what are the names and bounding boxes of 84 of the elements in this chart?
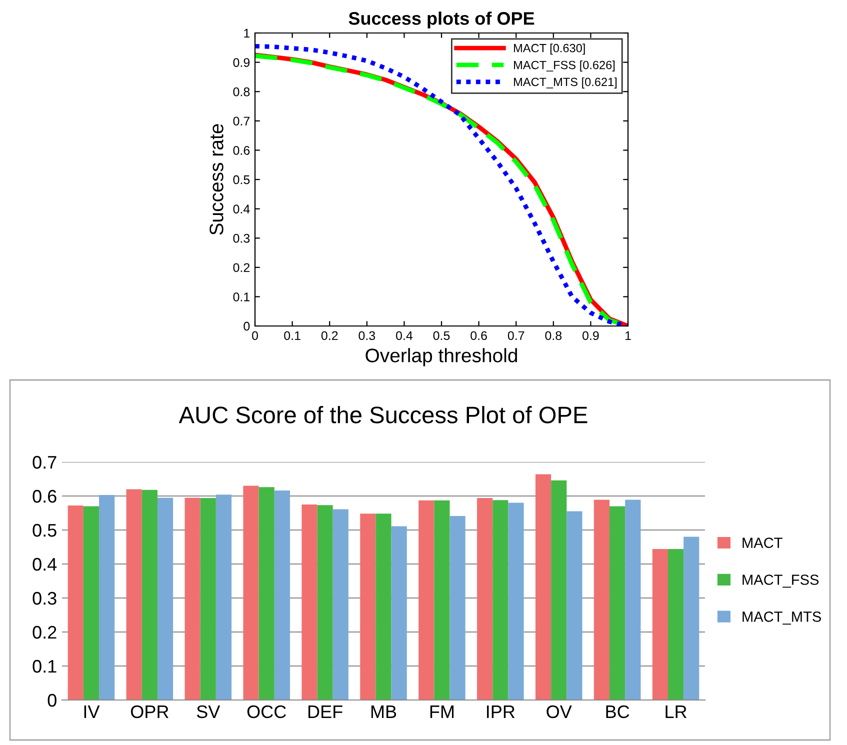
x-axis-title: Overlap threshold — [366, 348, 517, 366]
bar — [434, 500, 450, 700]
y-tick-label: 0.7 — [32, 456, 56, 469]
bar — [668, 549, 684, 700]
bar — [68, 506, 84, 700]
bar — [200, 498, 216, 700]
x-tick-label: MB — [371, 706, 396, 718]
bar — [477, 498, 493, 700]
y-tick-label: 0.6 — [233, 146, 250, 155]
x-tick-label: FM — [430, 706, 454, 718]
legend-label: MACT_FSS [0.626] — [514, 60, 615, 72]
bar — [492, 500, 508, 700]
x-tick-label: 0.9 — [582, 331, 599, 340]
x-tick-label: 0.2 — [321, 331, 338, 340]
bar — [99, 494, 115, 700]
y-axis-title: Success rate — [210, 124, 224, 235]
x-tick-label: DEF — [308, 706, 342, 718]
y-tick-label: 0.4 — [233, 204, 250, 214]
x-tick-label: 0.3 — [358, 331, 376, 340]
bar — [157, 498, 174, 700]
bar — [625, 500, 641, 700]
bar — [508, 502, 524, 700]
bar — [376, 514, 392, 700]
bar — [274, 490, 290, 700]
x-tick-label: IPR — [487, 706, 515, 718]
x-tick-label: 0 — [252, 331, 258, 340]
y-tick-label: 0.2 — [32, 626, 56, 639]
x-tick-label: 0.4 — [396, 331, 413, 340]
y-tick-label: 0.5 — [32, 524, 56, 537]
bar — [126, 489, 142, 700]
bar — [450, 516, 466, 700]
bar — [317, 505, 333, 700]
x-tick-label: 0.5 — [433, 331, 450, 340]
bar — [142, 490, 158, 700]
y-tick-label: 1 — [244, 28, 250, 38]
y-tick-label: 0.4 — [32, 558, 57, 571]
bar — [302, 504, 318, 700]
bar — [535, 474, 552, 700]
x-tick-label: OPR — [130, 705, 168, 718]
y-tick-label: 0.1 — [233, 292, 250, 302]
bar — [216, 494, 232, 700]
y-tick-label: 0.8 — [233, 87, 250, 96]
bar — [243, 486, 259, 700]
bar — [258, 487, 274, 700]
x-tick-label: 0.7 — [508, 331, 524, 340]
y-tick-label: 0.1 — [32, 660, 56, 673]
y-tick-label: 0.9 — [233, 58, 250, 67]
bar — [652, 549, 668, 700]
legend-label: MACT_MTS [0.621] — [514, 77, 617, 88]
x-tick-label: 0.8 — [545, 331, 562, 340]
y-tick-label: 0.3 — [233, 234, 250, 243]
chart-title: AUC Score of the Success Plot of OPE — [178, 406, 588, 424]
x-tick-label: LR — [666, 706, 686, 718]
x-tick-label: 0.1 — [284, 331, 300, 340]
legend-label: MACT — [742, 538, 782, 548]
bar — [566, 511, 582, 700]
y-tick-label: 0.3 — [32, 592, 56, 605]
x-tick-label: SV — [196, 705, 220, 718]
bar — [594, 500, 610, 700]
y-tick-label: 0.2 — [233, 263, 250, 272]
y-tick-label: 0.5 — [233, 175, 250, 184]
y-tick-label: 0 — [48, 694, 56, 707]
x-tick-label: 0.6 — [470, 331, 487, 340]
bar — [610, 506, 626, 700]
chart-title: Success plots of OPE — [348, 12, 534, 28]
y-tick-label: 0.6 — [32, 490, 56, 503]
bar — [551, 480, 567, 700]
x-tick-label: OV — [546, 705, 572, 718]
x-tick-label: 1 — [625, 331, 631, 340]
bar — [83, 506, 100, 700]
bar — [332, 509, 348, 700]
legend-label: MACT_FSS — [742, 574, 819, 588]
bar — [418, 500, 434, 700]
x-tick-label: IV — [84, 706, 100, 718]
bar — [184, 498, 200, 700]
x-tick-label: OCC — [247, 705, 286, 718]
y-tick-label: 0.7 — [233, 116, 250, 126]
legend-label: MACT_MTS — [742, 612, 821, 625]
bar — [684, 536, 700, 700]
x-tick-label: BC — [606, 705, 630, 718]
bar — [391, 526, 407, 700]
y-tick-label: 0 — [244, 322, 250, 331]
legend-label: MACT [0.630] — [514, 44, 585, 55]
bar — [360, 514, 376, 700]
